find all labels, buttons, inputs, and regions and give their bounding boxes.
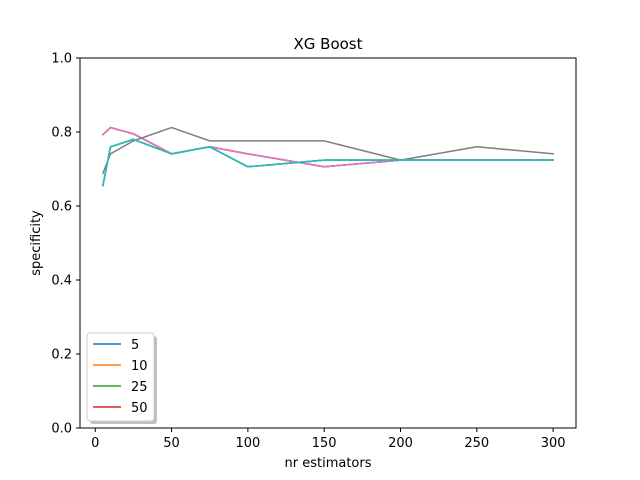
x-tick-label: 50 <box>163 436 180 451</box>
y-axis-label: specificity <box>29 210 44 276</box>
legend: 5 10 25 50 <box>86 332 157 424</box>
x-tick-label: 150 <box>312 436 337 451</box>
legend-label: 5 <box>131 338 139 353</box>
x-axis: 0 50 100 150 200 250 300 <box>91 428 566 451</box>
y-tick-label: 0.2 <box>51 348 72 363</box>
x-tick-label: 100 <box>235 436 260 451</box>
x-tick-label: 200 <box>388 436 413 451</box>
series-line-10 <box>102 138 554 187</box>
y-tick-label: 0.6 <box>51 200 72 215</box>
plot-frame <box>79 57 577 429</box>
legend-label: 10 <box>131 359 148 374</box>
y-tick-label: 0.8 <box>51 126 72 141</box>
plot-area <box>80 58 576 428</box>
x-tick-label: 0 <box>91 436 99 451</box>
y-axis: 0.0 0.2 0.4 0.6 0.8 1.0 <box>51 52 80 437</box>
y-tick-label: 1.0 <box>51 52 72 67</box>
legend-label: 25 <box>131 380 148 395</box>
x-tick-label: 250 <box>464 436 489 451</box>
y-tick-label: 0.4 <box>51 274 72 289</box>
series-line-8 <box>101 126 554 175</box>
legend-items: 5 10 25 50 <box>93 338 148 416</box>
legend-label: 50 <box>131 401 148 416</box>
x-tick-label: 300 <box>541 436 566 451</box>
x-axis-label: nr estimators <box>285 456 372 471</box>
legend-box <box>86 332 155 422</box>
series-layer <box>101 126 554 187</box>
y-tick-label: 0.0 <box>51 422 72 437</box>
chart-title: XG Boost <box>293 35 362 53</box>
